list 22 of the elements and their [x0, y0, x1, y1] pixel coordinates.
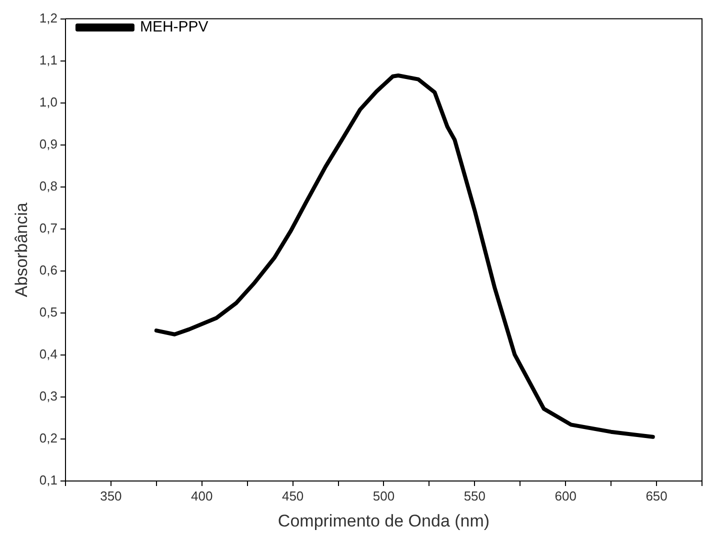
y-tick-label: 0,8: [39, 178, 58, 194]
y-tick-label: 0,4: [39, 346, 58, 362]
x-tick-label: 450: [282, 488, 304, 504]
x-tick-label: 550: [464, 488, 486, 504]
y-tick-label: 0,1: [39, 472, 58, 488]
x-tick-label: 500: [372, 488, 395, 504]
y-tick-label: 0,6: [39, 262, 58, 278]
y-tick-label: 1,2: [39, 10, 58, 26]
y-tick-label: 0,3: [39, 388, 58, 404]
y-tick-label: 0,7: [39, 220, 58, 236]
legend-label: MEH-PPV: [140, 18, 208, 36]
y-tick-label: 0,5: [39, 304, 58, 320]
x-axis-title: Comprimento de Onda (nm): [278, 511, 490, 530]
x-tick-label: 650: [646, 488, 668, 504]
x-tick-label: 600: [554, 488, 576, 504]
y-tick-label: 1,1: [39, 52, 58, 68]
y-tick-label: 0,2: [39, 430, 58, 446]
x-tick-label: 400: [191, 488, 213, 504]
y-axis-title: Absorbância: [12, 202, 31, 298]
y-tick-label: 1,0: [39, 94, 58, 110]
y-tick-label: 0,9: [39, 136, 58, 152]
x-tick-label: 350: [100, 488, 122, 504]
